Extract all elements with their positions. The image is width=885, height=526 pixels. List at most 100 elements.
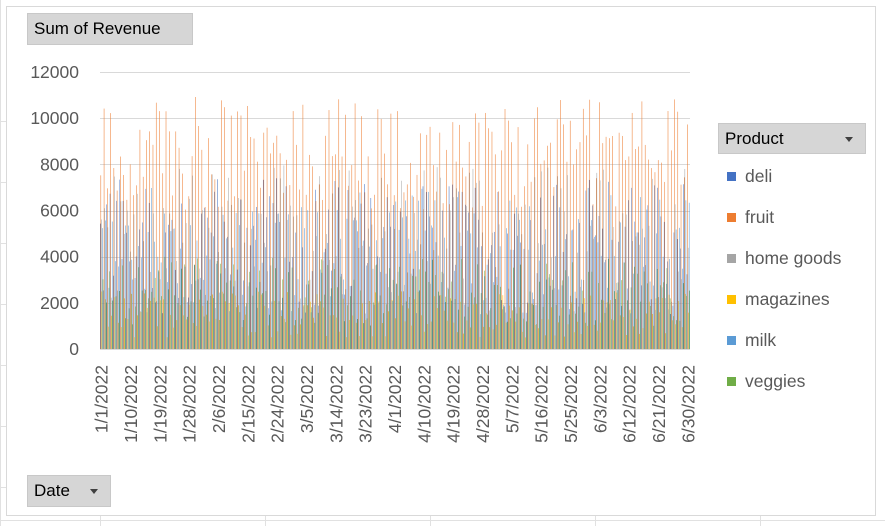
bar-fruit[interactable] [475, 113, 476, 350]
bar-magazines[interactable] [688, 312, 689, 349]
bar-magazines[interactable] [515, 321, 517, 349]
bar-fruit[interactable] [530, 181, 532, 349]
bar-fruit[interactable] [214, 179, 216, 349]
bar-fruit[interactable] [331, 156, 333, 349]
bar-fruit[interactable] [677, 111, 679, 350]
bar-fruit[interactable] [410, 162, 411, 349]
bar-home-goods[interactable] [361, 245, 363, 349]
bar-magazines[interactable] [147, 307, 148, 349]
bar-milk[interactable] [493, 282, 494, 349]
bar-home-goods[interactable] [156, 301, 158, 349]
bar-deli[interactable] [637, 232, 639, 349]
bar-milk[interactable] [542, 244, 543, 349]
bar-deli[interactable] [556, 184, 557, 349]
bar-milk[interactable] [486, 264, 488, 349]
bar-magazines[interactable] [450, 298, 451, 349]
bar-deli[interactable] [618, 241, 619, 349]
bar-deli[interactable] [429, 216, 430, 349]
bar-magazines[interactable] [518, 307, 520, 349]
bar-veggies[interactable] [252, 295, 254, 349]
bar-home-goods[interactable] [577, 252, 578, 349]
bar-home-goods[interactable] [104, 208, 105, 349]
bar-home-goods[interactable] [583, 280, 585, 349]
bar-fruit[interactable] [674, 99, 675, 350]
bar-fruit[interactable] [501, 150, 503, 349]
bar-milk[interactable] [196, 240, 198, 350]
bar-deli[interactable] [654, 185, 655, 349]
bar-fruit[interactable] [374, 194, 375, 349]
bar-magazines[interactable] [134, 337, 135, 349]
bar-milk[interactable] [395, 201, 397, 349]
bar-magazines[interactable] [157, 326, 158, 349]
bar-veggies[interactable] [295, 320, 296, 349]
bar-milk[interactable] [108, 287, 110, 349]
bar-deli[interactable] [181, 203, 183, 349]
bar-magazines[interactable] [574, 332, 575, 349]
bar-home-goods[interactable] [622, 213, 624, 349]
bar-home-goods[interactable] [567, 175, 568, 349]
bar-fruit[interactable] [534, 118, 535, 349]
bar-home-goods[interactable] [479, 180, 480, 349]
bar-magazines[interactable] [525, 337, 526, 349]
bar-home-goods[interactable] [580, 286, 581, 349]
bar-magazines[interactable] [336, 317, 337, 349]
bar-fruit[interactable] [416, 174, 418, 349]
bar-deli[interactable] [171, 219, 173, 349]
bar-deli[interactable] [663, 221, 665, 349]
bar-deli[interactable] [644, 237, 645, 349]
bar-milk[interactable] [209, 259, 211, 349]
bar-fruit[interactable] [553, 187, 555, 349]
bar-veggies[interactable] [356, 319, 358, 349]
bar-veggies[interactable] [135, 306, 136, 349]
bar-deli[interactable] [145, 188, 147, 349]
bar-deli[interactable] [155, 302, 156, 349]
bar-home-goods[interactable] [257, 307, 259, 349]
bar-milk[interactable] [265, 247, 266, 349]
bar-milk[interactable] [669, 258, 670, 349]
bar-milk[interactable] [630, 313, 631, 349]
bar-fruit[interactable] [644, 144, 646, 349]
bar-magazines[interactable] [606, 302, 608, 349]
bar-home-goods[interactable] [541, 171, 542, 349]
bar-fruit[interactable] [149, 131, 150, 349]
bar-deli[interactable] [465, 204, 466, 349]
bar-home-goods[interactable] [430, 283, 431, 349]
bar-deli[interactable] [377, 256, 378, 349]
bar-milk[interactable] [499, 246, 501, 349]
bar-home-goods[interactable] [316, 236, 317, 349]
bar-fruit[interactable] [260, 187, 261, 349]
bar-veggies[interactable] [184, 264, 185, 349]
bar-magazines[interactable] [378, 301, 380, 349]
bar-deli[interactable] [579, 222, 580, 349]
bar-veggies[interactable] [353, 279, 355, 349]
bar-veggies[interactable] [148, 298, 149, 349]
bar-fruit[interactable] [442, 203, 444, 349]
bar-home-goods[interactable] [440, 177, 441, 349]
bar-deli[interactable] [455, 264, 456, 349]
bar-deli[interactable] [484, 276, 486, 349]
bar-magazines[interactable] [212, 294, 213, 349]
bar-home-goods[interactable] [502, 309, 503, 349]
bar-magazines[interactable] [554, 335, 556, 349]
bar-deli[interactable] [321, 272, 323, 349]
bar-fruit[interactable] [129, 164, 131, 349]
bar-milk[interactable] [173, 228, 175, 349]
bar-milk[interactable] [571, 230, 573, 349]
bar-veggies[interactable] [340, 276, 342, 349]
bar-veggies[interactable] [383, 313, 384, 349]
bar-magazines[interactable] [121, 327, 122, 349]
bar-home-goods[interactable] [531, 303, 532, 349]
bar-veggies[interactable] [653, 325, 655, 349]
bar-deli[interactable] [504, 306, 505, 349]
bar-milk[interactable] [512, 249, 514, 349]
bar-home-goods[interactable] [215, 307, 216, 349]
bar-milk[interactable] [170, 231, 172, 349]
bar-fruit[interactable] [429, 126, 431, 349]
bar-fruit[interactable] [582, 108, 584, 349]
bar-home-goods[interactable] [492, 232, 493, 349]
bar-veggies[interactable] [171, 262, 172, 349]
legend-item-home-goods[interactable]: home goods [727, 247, 841, 269]
bar-veggies[interactable] [360, 290, 361, 349]
bar-milk[interactable] [535, 305, 537, 349]
bar-deli[interactable] [230, 274, 231, 349]
